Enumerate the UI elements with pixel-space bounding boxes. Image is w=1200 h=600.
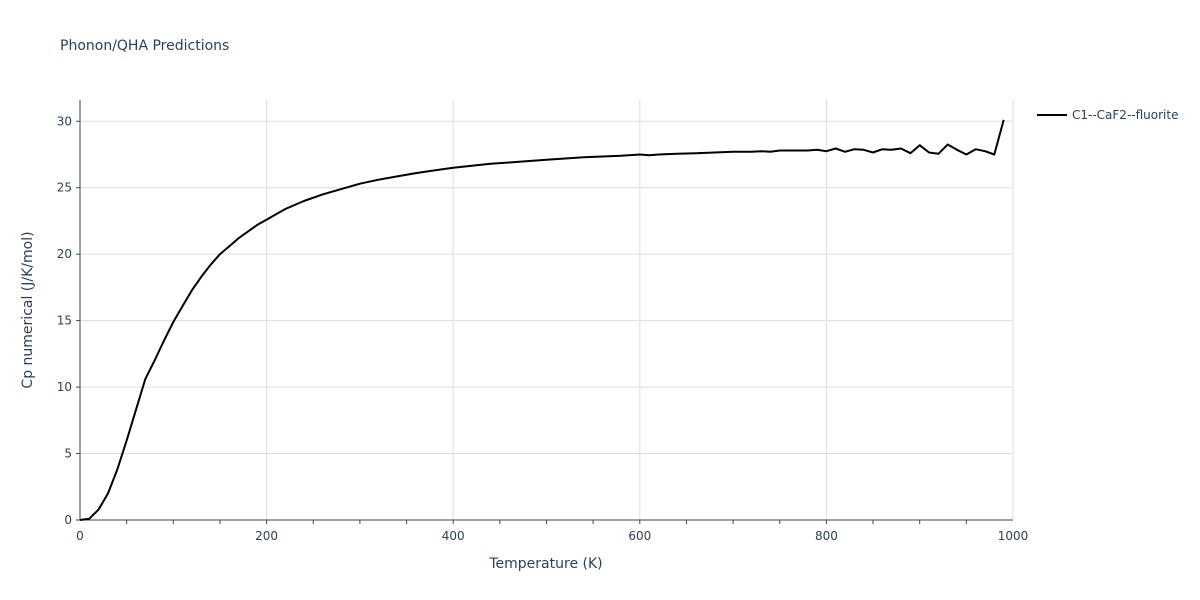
legend-label: C1--CaF2--fluorite	[1072, 108, 1178, 122]
y-tick-label: 25	[57, 181, 72, 195]
series-line-0	[79, 119, 1005, 521]
y-tick-label: 0	[64, 513, 72, 527]
y-axis-title: Cp numerical (J/K/mol)	[20, 231, 36, 388]
y-tick-label: 10	[57, 380, 72, 394]
x-tick-label: 800	[815, 529, 838, 543]
y-ticks: 0 5 10 15 20 25 30	[57, 114, 80, 527]
x-tick-label: 200	[255, 529, 278, 543]
y-tick-label: 20	[57, 247, 72, 261]
series-group	[79, 119, 1005, 521]
x-tick-label: 0	[76, 529, 84, 543]
y-tick-label: 5	[64, 447, 72, 461]
x-tick-label: 1000	[998, 529, 1029, 543]
chart-title: Phonon/QHA Predictions	[60, 38, 229, 54]
x-tick-label: 400	[442, 529, 465, 543]
y-tick-label: 30	[57, 114, 72, 128]
legend[interactable]: C1--CaF2--fluorite	[1037, 108, 1178, 122]
axes	[79, 100, 1013, 521]
grid	[80, 100, 1014, 520]
x-axis-title: Temperature (K)	[488, 556, 602, 572]
x-ticks: 0 200 400 600 800 1000	[76, 520, 1028, 543]
x-tick-label: 600	[628, 529, 651, 543]
y-tick-label: 15	[57, 314, 72, 328]
